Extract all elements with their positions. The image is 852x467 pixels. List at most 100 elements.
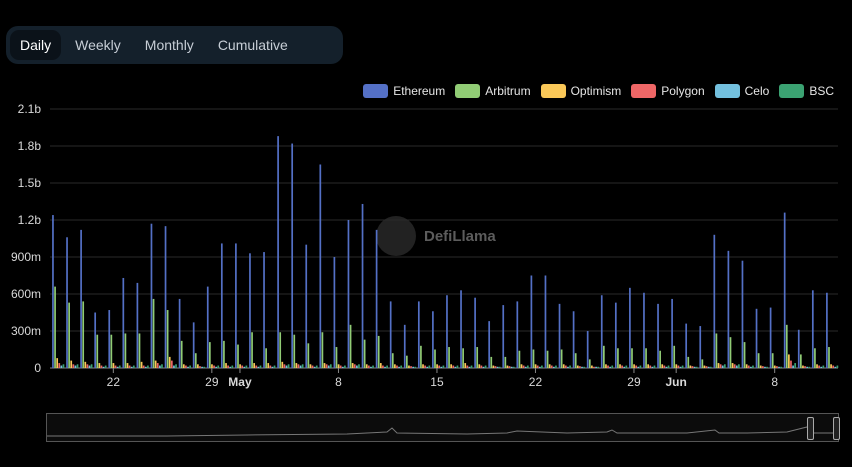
bar-celo — [341, 366, 344, 368]
bar-optimism — [591, 365, 593, 368]
bar-celo — [806, 366, 808, 368]
bar-celo — [271, 366, 274, 368]
bar-ethereum — [150, 223, 153, 368]
x-tick-label: 15 — [430, 375, 444, 389]
tab-weekly[interactable]: Weekly — [75, 37, 121, 53]
bar-bsc — [639, 365, 642, 368]
bar-optimism — [506, 365, 509, 368]
bar-bsc — [400, 365, 403, 368]
zoom-handle-right-grip[interactable] — [833, 417, 840, 440]
bar-arbitrum — [687, 356, 690, 368]
bar-celo — [285, 365, 288, 368]
bar-optimism — [394, 364, 396, 368]
tab-daily[interactable]: Daily — [10, 30, 62, 60]
legend-item-bsc[interactable]: BSC — [779, 84, 834, 98]
bar-ethereum — [558, 303, 561, 368]
bar-arbitrum — [96, 334, 99, 368]
x-tick-label: 22 — [107, 375, 121, 389]
bar-celo — [651, 366, 654, 368]
bar-celo — [524, 366, 527, 368]
bar-arbitrum — [490, 356, 493, 368]
bar-optimism — [745, 364, 748, 368]
bar-polygon — [269, 365, 272, 368]
bar-arbitrum — [799, 354, 802, 368]
bar-celo — [510, 366, 513, 368]
legend-item-celo[interactable]: Celo — [714, 84, 770, 98]
bar-polygon — [550, 365, 553, 368]
bar-optimism — [492, 365, 495, 368]
legend-item-ethereum[interactable]: Ethereum — [363, 84, 445, 98]
bar-optimism — [703, 365, 706, 368]
legend-item-arbitrum[interactable]: Arbitrum — [455, 84, 531, 98]
bar-polygon — [227, 365, 229, 368]
bar-arbitrum — [420, 345, 422, 368]
bar-arbitrum — [631, 348, 633, 368]
bar-optimism — [830, 364, 832, 368]
legend-item-polygon[interactable]: Polygon — [631, 84, 705, 98]
legend-label-bsc: BSC — [809, 84, 834, 98]
y-tick-label: 1.5b — [18, 176, 42, 190]
legend-label-ethereum: Ethereum — [393, 84, 446, 98]
bar-celo — [257, 366, 260, 368]
y-tick-label: 0 — [34, 361, 41, 375]
bar-polygon — [691, 366, 694, 368]
bar-celo — [609, 366, 611, 368]
bar-ethereum — [797, 329, 800, 368]
bar-celo — [468, 366, 471, 368]
bar-bsc — [287, 364, 290, 368]
bar-celo — [159, 365, 161, 368]
bar-arbitrum — [124, 333, 127, 368]
legend-item-optimism[interactable]: Optimism — [540, 84, 621, 98]
legend-label-celo: Celo — [744, 84, 770, 98]
bar-optimism — [351, 363, 354, 368]
bar-celo — [834, 366, 837, 368]
bar-ethereum — [446, 295, 448, 368]
bar-ethereum — [108, 310, 111, 368]
bar-celo — [102, 366, 105, 368]
bar-arbitrum — [223, 340, 225, 368]
bar-celo — [440, 366, 443, 368]
bar-polygon — [607, 365, 609, 368]
bar-arbitrum — [574, 353, 577, 368]
bar-arbitrum — [265, 348, 267, 368]
bar-optimism — [267, 363, 270, 368]
tab-monthly[interactable]: Monthly — [144, 37, 194, 53]
bar-celo — [623, 366, 626, 368]
bar-polygon — [452, 365, 455, 368]
bar-celo — [144, 366, 147, 368]
bar-celo — [130, 366, 133, 368]
bar-polygon — [677, 365, 680, 368]
bar-bsc — [132, 365, 135, 368]
bar-bsc — [723, 364, 726, 368]
bar-polygon — [593, 366, 595, 368]
bar-celo — [707, 366, 710, 368]
bar-bsc — [203, 366, 206, 368]
bar-polygon — [747, 365, 750, 368]
bar-bsc — [315, 365, 318, 368]
bar-polygon — [72, 364, 75, 368]
bar-arbitrum — [194, 353, 197, 368]
bar-polygon — [621, 365, 623, 368]
zoom-handle-right[interactable] — [807, 417, 814, 440]
bar-arbitrum — [532, 349, 535, 368]
bar-optimism — [379, 363, 382, 368]
bar-celo — [735, 365, 738, 368]
bar-celo — [665, 366, 668, 368]
bar-bsc — [76, 364, 79, 368]
bar-arbitrum — [307, 343, 310, 368]
bar-arbitrum — [208, 342, 211, 368]
bar-bsc — [695, 366, 698, 368]
bar-ethereum — [361, 203, 364, 368]
tab-cumulative[interactable]: Cumulative — [217, 37, 288, 53]
bar-celo — [581, 366, 583, 368]
bar-bsc — [358, 364, 360, 368]
bar-celo — [426, 366, 429, 368]
bar-celo — [384, 366, 386, 368]
bar-ethereum — [572, 311, 575, 368]
bar-polygon — [170, 360, 173, 368]
bar-arbitrum — [82, 301, 85, 368]
bar-optimism — [408, 365, 410, 368]
bar-arbitrum — [335, 347, 338, 368]
bar-polygon — [790, 360, 792, 368]
data-zoom-slider[interactable] — [46, 413, 840, 442]
